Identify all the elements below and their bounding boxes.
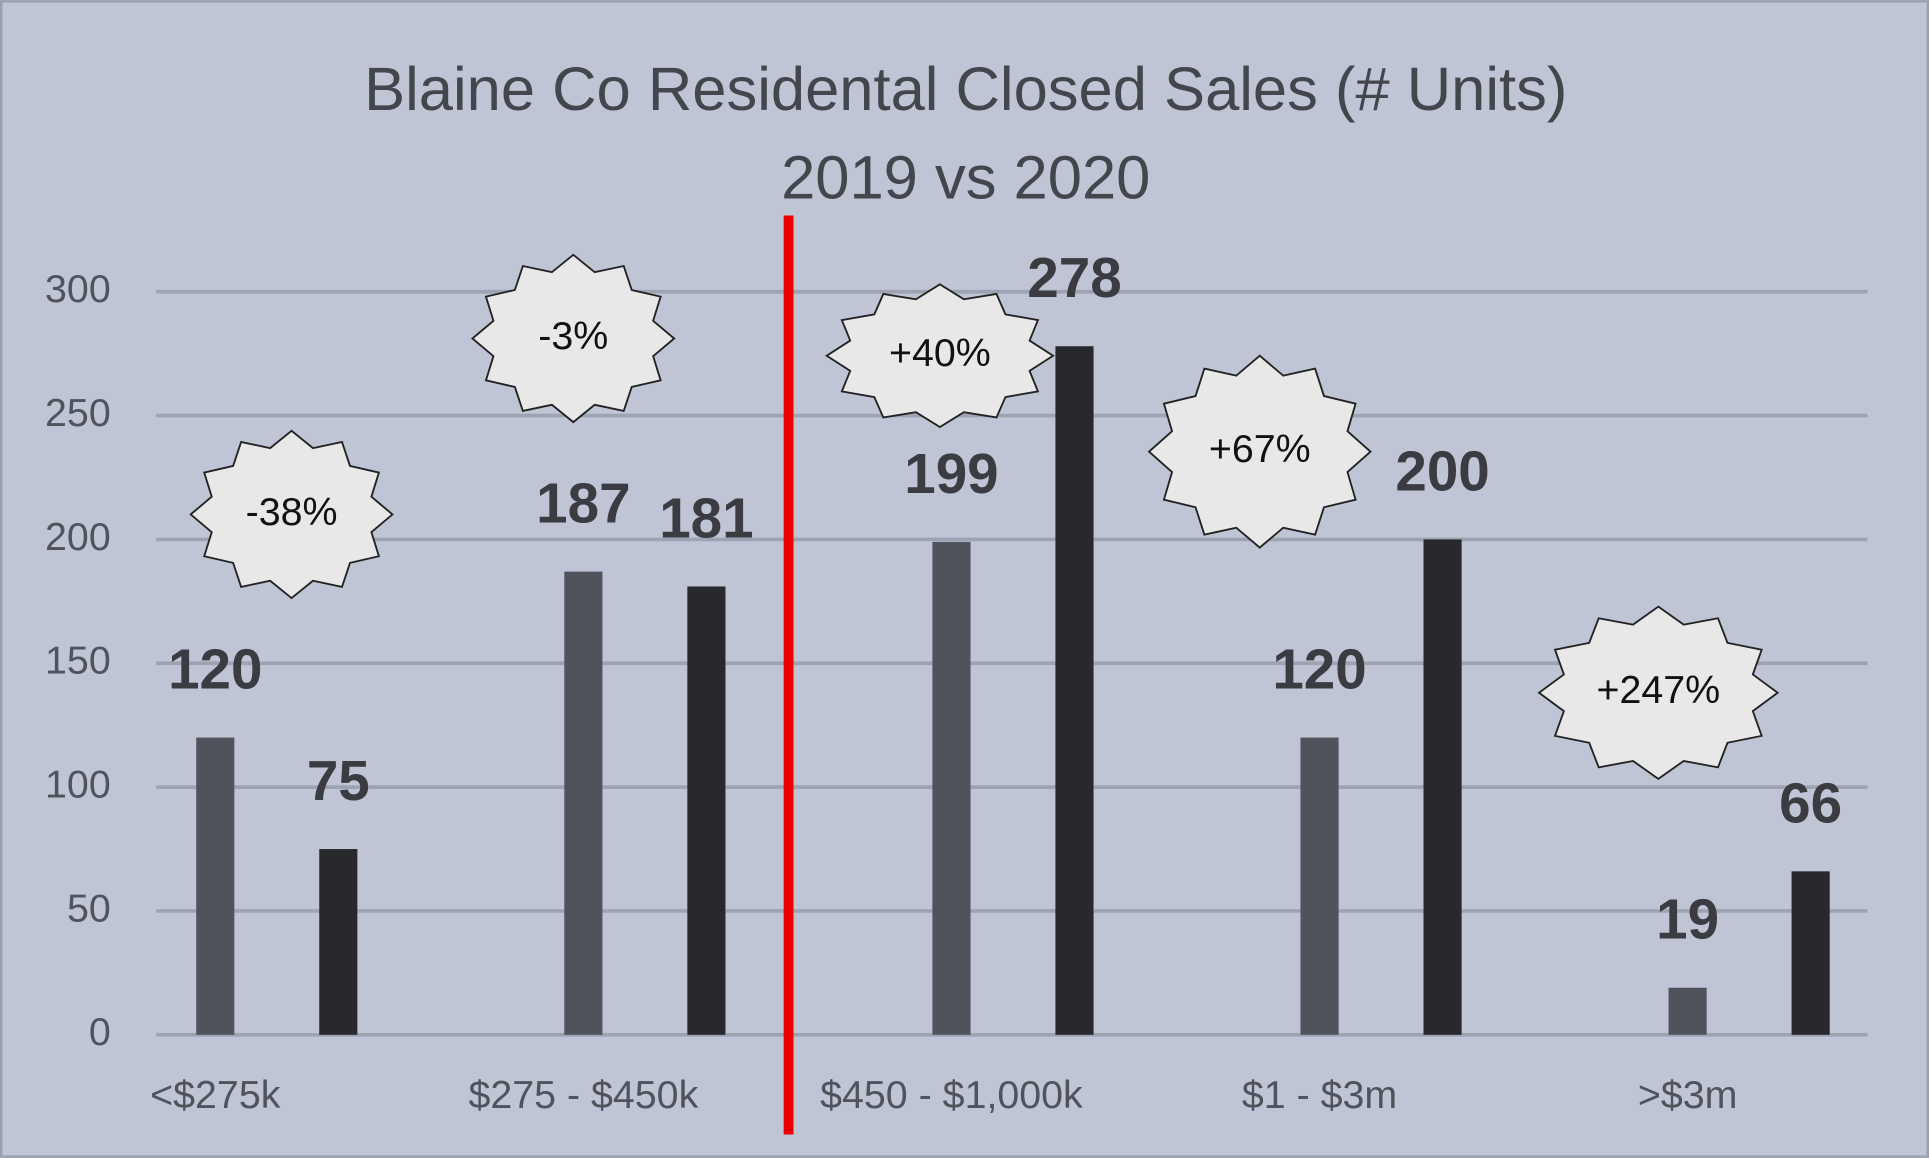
annotation: -38% [246, 490, 338, 534]
bar [932, 541, 971, 1035]
starburst [470, 253, 676, 424]
y-tick-label: 250 [45, 391, 111, 435]
x-tick-label: $275 - $450k [468, 1073, 698, 1117]
x-tick-label: $1 - $3m [1242, 1073, 1397, 1117]
x-tick-label: <$275k [150, 1073, 281, 1117]
starburst [1147, 354, 1372, 549]
y-tick-label: 150 [45, 639, 111, 683]
bar [1423, 539, 1462, 1035]
data-label: 120 [168, 638, 262, 701]
bar [196, 737, 235, 1035]
y-tick-label: 50 [67, 886, 111, 930]
bar [1300, 737, 1339, 1035]
bar [1055, 346, 1094, 1035]
data-label: 181 [659, 486, 753, 549]
bar [564, 571, 603, 1035]
data-label: 200 [1395, 439, 1489, 502]
annotation: +40% [889, 331, 991, 375]
starburst [825, 283, 1055, 429]
annotation: +67% [1209, 427, 1311, 471]
y-tick-label: 200 [45, 515, 111, 559]
annotation: +247% [1597, 668, 1721, 712]
bar [1668, 987, 1707, 1035]
chart-title: Blaine Co Residental Closed Sales (# Uni… [364, 55, 1567, 124]
y-tick-label: 100 [45, 763, 111, 807]
starburst [1537, 605, 1780, 781]
y-tick-label: 300 [45, 267, 111, 311]
data-label: 75 [307, 749, 370, 812]
x-tick-label: $450 - $1,000k [820, 1073, 1083, 1117]
bar [1791, 871, 1830, 1035]
starburst [189, 429, 394, 600]
data-label: 187 [536, 472, 630, 535]
data-label: 19 [1656, 888, 1719, 951]
annotation: -3% [538, 314, 608, 358]
y-tick-label: 0 [89, 1010, 111, 1054]
data-label: 66 [1779, 771, 1842, 834]
data-label: 199 [904, 442, 998, 505]
bar [319, 849, 358, 1035]
data-label: 120 [1272, 638, 1366, 701]
data-label: 278 [1027, 246, 1121, 309]
x-tick-label: >$3m [1638, 1073, 1738, 1117]
bar [687, 586, 726, 1035]
chart-subtitle: 2019 vs 2020 [781, 144, 1150, 213]
